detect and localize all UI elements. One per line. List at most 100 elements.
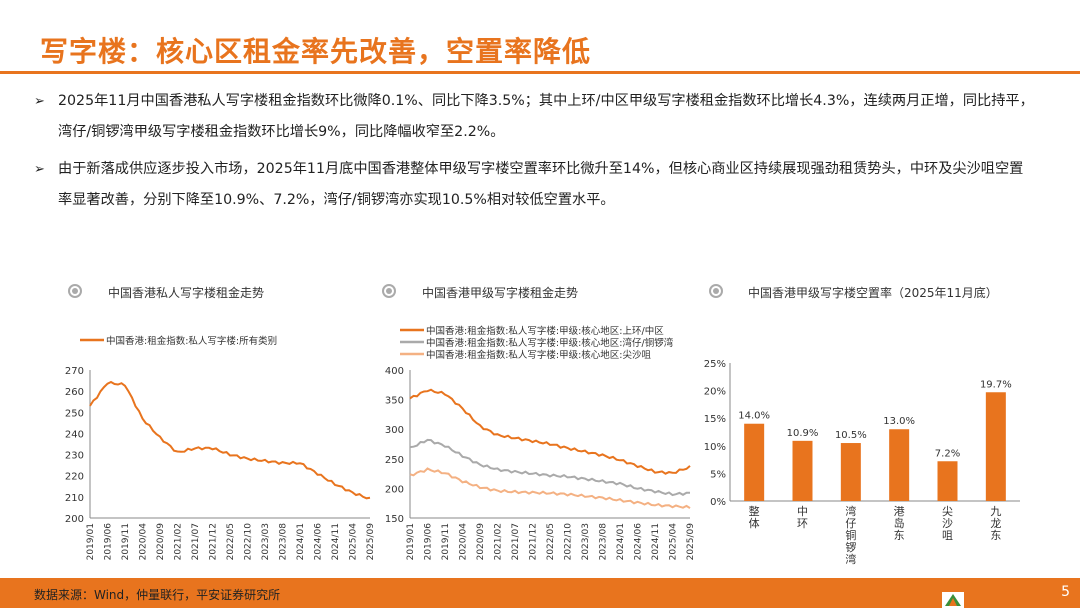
x-tick-label: 2019/11	[441, 523, 451, 560]
bullet-item: ➢ 2025年11月中国香港私人写字楼租金指数环比微降0.1%、同比下降3.5%…	[34, 86, 1034, 148]
x-tick-label: 2021/07	[191, 523, 201, 560]
radio-bullet-icon	[382, 284, 396, 298]
series-line	[409, 467, 691, 509]
bullet-list: ➢ 2025年11月中国香港私人写字楼租金指数环比微降0.1%、同比下降3.5%…	[34, 86, 1034, 222]
y-tick-label: 400	[385, 366, 404, 377]
x-tick-label: 2023/08	[599, 523, 609, 561]
x-tick-label: 2020/04	[139, 523, 149, 561]
arrow-bullet-icon: ➢	[34, 162, 45, 177]
category-label: 九龙东	[990, 505, 1001, 542]
bar	[985, 392, 1006, 501]
bar	[792, 440, 813, 501]
x-tick-label: 2024/01	[616, 523, 626, 560]
y-tick-label: 230	[65, 451, 84, 462]
bar	[937, 461, 958, 501]
bar-value-label: 7.2%	[935, 448, 960, 459]
x-tick-label: 2025/04	[349, 523, 359, 561]
x-tick-label: 2019/06	[104, 523, 114, 561]
x-tick-label: 2023/03	[581, 523, 591, 560]
y-tick-label: 350	[385, 396, 404, 407]
bar-value-label: 14.0%	[738, 411, 770, 422]
x-tick-label: 2021/07	[511, 523, 521, 560]
series-line	[89, 380, 371, 500]
x-tick-label: 2020/09	[156, 523, 166, 561]
title-divider	[0, 71, 1080, 74]
x-tick-label: 2024/06	[314, 523, 324, 561]
y-tick-label: 200	[65, 514, 84, 525]
bar	[840, 443, 861, 501]
chart-grade-a-office-rent: 150 200 250 300 350 400 2019/01 2019/06 2019/11 2…	[385, 325, 696, 561]
brand-logo-icon	[942, 592, 964, 608]
y-tick-label: 300	[385, 425, 404, 436]
y-tick-label: 0%	[710, 497, 726, 508]
x-tick-label: 2023/03	[261, 523, 271, 560]
x-tick-label: 2021/02	[494, 523, 504, 560]
x-tick-label: 2025/09	[686, 523, 696, 561]
x-tick-label: 2022/05	[546, 523, 556, 560]
y-tick-label: 15%	[704, 414, 726, 425]
legend-label: 中国香港:租金指数:私人写字楼:所有类别	[106, 335, 277, 347]
x-tick-label: 2024/01	[296, 523, 306, 560]
x-tick-label: 2025/04	[669, 523, 679, 561]
y-tick-label: 25%	[704, 359, 726, 370]
x-tick-label: 2022/05	[226, 523, 236, 560]
x-tick-label: 2021/02	[174, 523, 184, 560]
x-tick-label: 2025/09	[366, 523, 376, 561]
bullet-item: ➢ 由于新落成供应逐步投入市场，2025年11月底中国香港整体甲级写字楼空置率环…	[34, 154, 1034, 216]
footer-bar	[0, 578, 1080, 608]
y-tick-label: 150	[385, 514, 404, 525]
bullet-text: 2025年11月中国香港私人写字楼租金指数环比微降0.1%、同比下降3.5%；其…	[58, 93, 1034, 140]
chart1-title: 中国香港私人写字楼租金走势	[108, 286, 265, 300]
x-tick-label: 2019/11	[121, 523, 131, 560]
x-tick-label: 2024/11	[331, 523, 341, 560]
y-tick-label: 250	[385, 455, 404, 466]
y-tick-label: 10%	[704, 442, 726, 453]
chart3-title: 中国香港甲级写字楼空置率（2025年11月底）	[748, 286, 998, 300]
x-tick-label: 2023/08	[279, 523, 289, 561]
bar-value-label: 13.0%	[883, 416, 915, 427]
y-tick-label: 20%	[704, 387, 726, 398]
y-tick-label: 250	[65, 408, 84, 419]
y-tick-label: 240	[65, 429, 84, 440]
chart-private-office-rent: 200 210 220 230 240 250 260 270 2019/01 2019/06 20…	[65, 335, 376, 561]
arrow-bullet-icon: ➢	[34, 94, 45, 109]
bar-value-label: 10.9%	[787, 428, 819, 439]
x-tick-label: 2019/01	[86, 523, 96, 560]
legend-label: 中国香港:租金指数:私人写字楼:甲级:核心地区:上环/中区	[426, 325, 664, 337]
legend-label: 中国香港:租金指数:私人写字楼:甲级:核心地区:湾仔/铜锣湾	[426, 337, 674, 349]
legend-label: 中国香港:租金指数:私人写字楼:甲级:核心地区:尖沙咀	[426, 349, 652, 361]
bar	[889, 429, 910, 501]
x-tick-label: 2020/09	[476, 523, 486, 561]
y-tick-label: 200	[385, 484, 404, 495]
bullet-text: 由于新落成供应逐步投入市场，2025年11月底中国香港整体甲级写字楼空置率环比微…	[58, 161, 1024, 208]
x-tick-label: 2019/06	[424, 523, 434, 561]
category-label: 整体	[749, 504, 760, 530]
chart-grade-a-vacancy: 0% 5% 10% 15% 20% 25% 14.0% 整体 10.9% 中环 10.5% 湾仔铜锣湾…	[704, 359, 1020, 566]
chart2-title: 中国香港甲级写字楼租金走势	[422, 286, 579, 300]
bar	[744, 423, 765, 501]
category-label: 港岛东	[894, 505, 905, 542]
x-tick-label: 2024/11	[651, 523, 661, 560]
y-tick-label: 220	[65, 472, 84, 483]
y-tick-label: 210	[65, 493, 84, 504]
category-label: 中环	[797, 505, 808, 530]
y-tick-label: 5%	[710, 469, 726, 480]
series-line	[409, 438, 691, 497]
bar-value-label: 10.5%	[835, 430, 867, 441]
radio-bullet-icon	[709, 284, 723, 298]
x-tick-label: 2024/06	[634, 523, 644, 561]
category-label: 尖沙咀	[942, 505, 953, 542]
radio-bullet-icon	[68, 284, 82, 298]
series-line	[409, 388, 691, 475]
y-tick-label: 270	[65, 366, 84, 377]
bar-value-label: 19.7%	[980, 379, 1012, 390]
x-tick-label: 2022/10	[564, 523, 574, 561]
x-tick-label: 2019/01	[406, 523, 416, 560]
page-number: 5	[1061, 584, 1070, 600]
page-title: 写字楼：核心区租金率先改善，空置率降低	[40, 35, 592, 68]
x-tick-label: 2022/10	[244, 523, 254, 561]
y-tick-label: 260	[65, 387, 84, 398]
x-tick-label: 2021/12	[209, 523, 219, 560]
x-tick-label: 2020/04	[459, 523, 469, 561]
x-tick-label: 2021/12	[529, 523, 539, 560]
